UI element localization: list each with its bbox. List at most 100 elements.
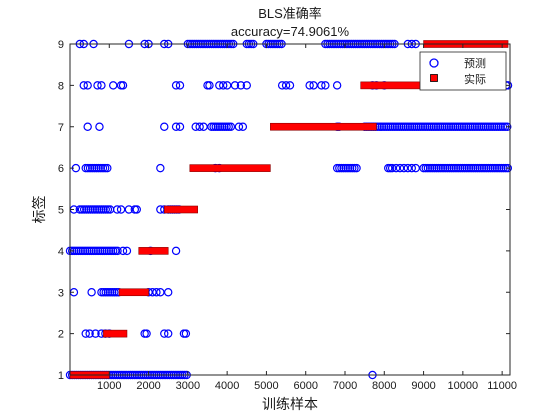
predicted-point — [226, 122, 236, 131]
predicted-point — [156, 163, 165, 173]
predicted-point — [175, 122, 185, 131]
x-tick-label: 9000 — [411, 380, 435, 392]
predicted-point — [122, 246, 132, 256]
legend-box — [419, 51, 507, 91]
y-tick-label: 5 — [58, 205, 64, 217]
predicted-point — [81, 329, 90, 338]
predicted-point — [407, 163, 416, 173]
predicted-point — [199, 122, 208, 131]
actual-band — [270, 122, 377, 131]
predicted-point — [91, 329, 100, 338]
predicted-point — [164, 329, 173, 338]
legend-marker-predicted — [429, 58, 439, 68]
predicted-point — [321, 81, 330, 90]
predicted-point — [97, 81, 106, 90]
predicted-point — [181, 329, 191, 338]
x-tick-label: 11000 — [487, 380, 517, 392]
axis-ticks: 1000 2000 3000 4000 5000 6000 7000 8000 9000 1000… — [58, 39, 517, 392]
predicted-point — [85, 329, 94, 338]
predicted-point — [277, 81, 287, 90]
predicted-point — [503, 163, 513, 173]
predicted-point — [118, 246, 128, 256]
predicted-point — [156, 205, 165, 214]
chart-title: BLS准确率 — [258, 6, 322, 21]
actual-band — [189, 164, 271, 172]
chart-subtitle: accuracy=74.9061% — [231, 24, 350, 39]
predicted-point — [118, 81, 128, 90]
predicted-point — [387, 163, 397, 173]
predicted-point — [113, 246, 122, 256]
predicted-point — [219, 81, 228, 90]
predicted-point — [236, 81, 246, 90]
y-tick-label: 4 — [58, 246, 64, 258]
predicted-point — [148, 288, 157, 297]
legend: 预测 实际 — [419, 51, 507, 91]
predicted-point — [160, 329, 169, 338]
predicted-point — [142, 329, 151, 338]
x-tick-label: 8000 — [372, 380, 396, 392]
predicted-point — [238, 122, 248, 131]
predicted-point — [160, 122, 169, 131]
predicted-point — [503, 122, 512, 131]
x-tick-label: 7000 — [333, 380, 357, 392]
predicted-point — [83, 81, 92, 90]
predicted-point — [215, 81, 224, 90]
x-tick-label: 6000 — [293, 380, 317, 392]
predicted-point — [116, 205, 126, 214]
predicted-point — [152, 288, 161, 297]
x-tick-label: 5000 — [254, 380, 278, 392]
predicted-point — [281, 81, 291, 90]
legend-label-predicted: 预测 — [464, 57, 486, 70]
predicted-point — [234, 122, 244, 131]
actual-band — [138, 247, 169, 255]
predicted-point — [285, 81, 295, 90]
predicted-point — [195, 122, 204, 131]
y-tick-label: 8 — [58, 80, 64, 92]
y-tick-label: 7 — [58, 122, 64, 134]
predicted-point — [164, 288, 173, 297]
predicted-point — [205, 81, 214, 90]
y-axis-label: 标签 — [31, 196, 48, 224]
predicted-point — [132, 205, 141, 214]
predicted-point — [391, 163, 401, 173]
y-tick-label: 6 — [58, 163, 64, 175]
actual-band — [118, 288, 149, 297]
predicted-point — [395, 163, 405, 173]
plot-frame — [69, 43, 511, 376]
legend-label-actual: 实际 — [464, 72, 486, 86]
x-tick-label: 4000 — [215, 380, 239, 392]
predicted-point — [317, 81, 326, 90]
predicted-point — [171, 81, 181, 90]
predicted-point — [171, 122, 181, 131]
predicted-point — [403, 163, 413, 173]
predicted-point — [83, 122, 92, 131]
y-tick-label: 9 — [58, 39, 64, 51]
predicted-point — [93, 81, 102, 90]
predicted-point — [95, 122, 104, 131]
predicted-point — [352, 163, 361, 173]
predicted-point — [87, 288, 96, 297]
predicted-point — [175, 81, 185, 90]
y-tick-label: 1 — [58, 370, 64, 382]
actual-band — [163, 205, 198, 214]
predicted-point — [103, 163, 112, 173]
predicted-point — [305, 81, 314, 90]
actual-band — [360, 81, 424, 90]
predicted-point — [222, 81, 232, 90]
predicted-point — [112, 205, 122, 214]
y-tick-label: 3 — [58, 287, 64, 299]
predicted-point — [171, 246, 181, 256]
x-tick-label: 3000 — [176, 380, 200, 392]
x-tick-label: 10000 — [448, 380, 479, 392]
predicted-point — [124, 205, 134, 214]
y-tick-label: 2 — [58, 329, 64, 341]
predicted-point — [191, 122, 200, 131]
actual-band — [103, 329, 128, 338]
predicted-point — [230, 81, 240, 90]
predicted-point — [309, 81, 318, 90]
predicted-point — [411, 163, 420, 173]
x-tick-label: 2000 — [136, 380, 160, 392]
predicted-point — [109, 81, 118, 90]
legend-marker-actual — [430, 74, 438, 82]
